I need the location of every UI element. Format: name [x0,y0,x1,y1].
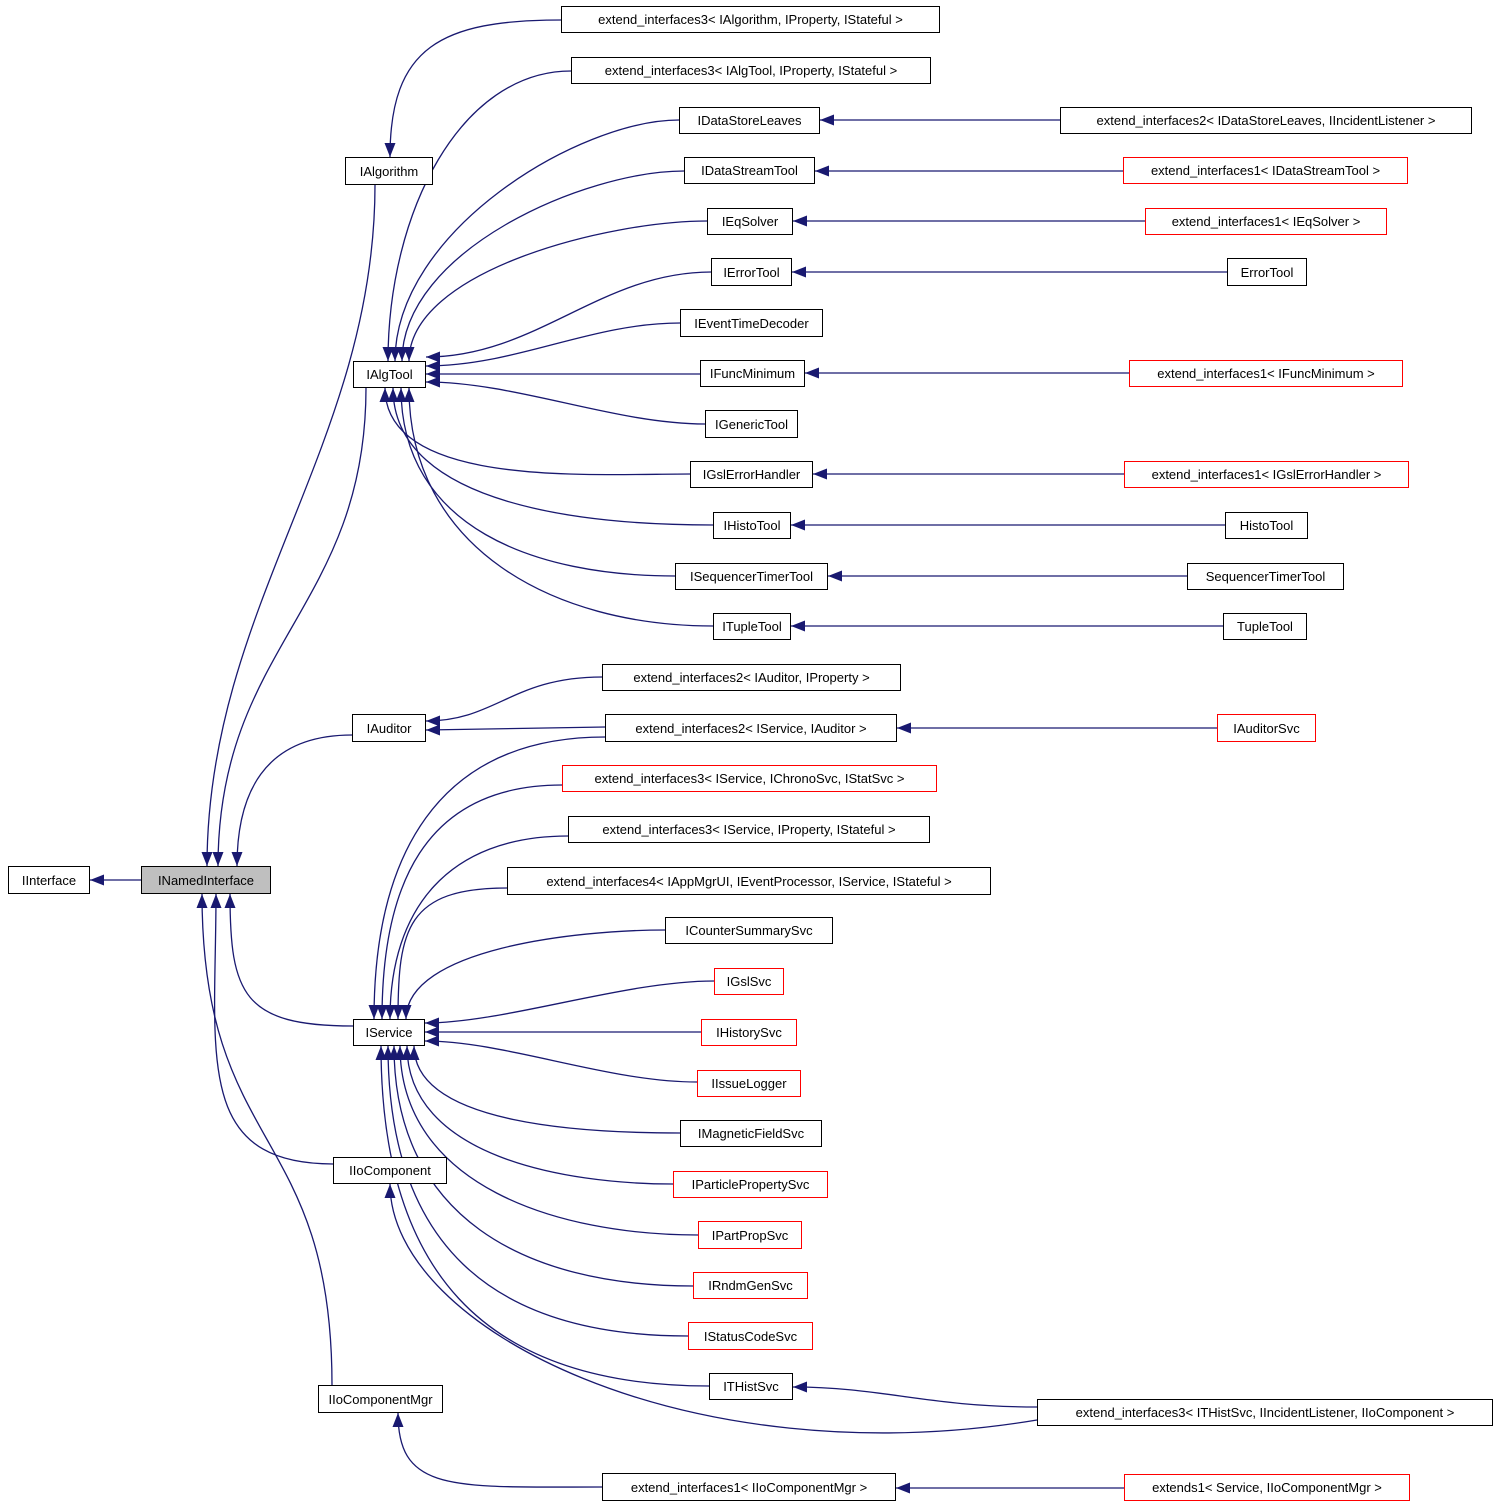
edge-IAlgTool-to-INamedInterface [212,387,367,867]
node-ext3_ITHistSvc[interactable]: extend_interfaces3< ITHistSvc, IIncident… [1037,1399,1493,1426]
node-INamedInterface: INamedInterface [141,866,271,894]
edge-ext3_IService_IProperty-to-IService [384,835,569,1020]
node-ErrorTool[interactable]: ErrorTool [1227,258,1307,286]
node-IFuncMinimum[interactable]: IFuncMinimum [700,360,805,387]
edge-IEqSolver-to-IAlgTool [403,220,708,362]
node-ICounterSummarySvc[interactable]: ICounterSummarySvc [665,917,833,944]
node-HistoTool[interactable]: HistoTool [1225,512,1308,539]
node-IErrorTool[interactable]: IErrorTool [711,258,792,286]
node-extends1_Service[interactable]: extends1< Service, IIoComponentMgr > [1124,1474,1410,1501]
edge-IIoComponentMgr-to-INamedInterface [196,893,333,1386]
node-IRndmGenSvc[interactable]: IRndmGenSvc [693,1272,808,1299]
node-ext1_IEqSolver[interactable]: extend_interfaces1< IEqSolver > [1145,208,1387,235]
node-IGslSvc[interactable]: IGslSvc [714,968,784,995]
edge-IStatusCodeSvc-to-IService [382,1045,689,1337]
node-IDataStreamTool[interactable]: IDataStreamTool [684,157,815,184]
edge-IAlgorithm-to-INamedInterface [201,184,376,867]
edge-ext4_IAppMgrUI-to-IService [392,887,508,1020]
edge-IGenericTool-to-IAlgTool [425,376,706,425]
node-ITupleTool[interactable]: ITupleTool [713,613,791,640]
edge-ext2_IService_IAuditor-to-IAuditor [425,724,606,736]
edge-ITupleTool-to-IAlgTool [403,387,714,627]
node-IEventTimeDecoder[interactable]: IEventTimeDecoder [680,309,823,337]
node-IEqSolver[interactable]: IEqSolver [707,208,793,235]
edge-IIoComponent-to-INamedInterface [210,893,334,1165]
node-IMagneticFieldSvc[interactable]: IMagneticFieldSvc [680,1120,822,1147]
node-ext1_IFuncMinimum[interactable]: extend_interfaces1< IFuncMinimum > [1129,360,1403,387]
node-ext3_IAlgorithm[interactable]: extend_interfaces3< IAlgorithm, IPropert… [561,6,940,33]
node-IPartPropSvc[interactable]: IPartPropSvc [698,1221,802,1249]
edge-ext1_IIoComponentMgr-to-IIoComponentMgr [392,1412,603,1488]
node-IIoComponent[interactable]: IIoComponent [333,1157,447,1184]
edge-IService-to-INamedInterface [224,893,354,1027]
node-IStatusCodeSvc[interactable]: IStatusCodeSvc [688,1322,813,1350]
node-IAlgTool[interactable]: IAlgTool [353,361,426,388]
edge-ext3_IService_IChronoSvc-to-IService [376,784,563,1020]
node-IGenericTool[interactable]: IGenericTool [705,410,798,438]
edge-IGslErrorHandler-to-IAlgTool [379,387,691,476]
node-ext1_IIoComponentMgr[interactable]: extend_interfaces1< IIoComponentMgr > [602,1473,896,1501]
node-ext1_IGslErrorHandler[interactable]: extend_interfaces1< IGslErrorHandler > [1124,461,1409,488]
node-IAuditor[interactable]: IAuditor [352,714,426,742]
edge-ISequencerTimerTool-to-IAlgTool [395,387,676,577]
edge-IGslSvc-to-IService [424,980,715,1029]
node-ext3_IAlgTool[interactable]: extend_interfaces3< IAlgTool, IProperty,… [571,57,931,84]
node-IParticlePropertySvc[interactable]: IParticlePropertySvc [673,1171,828,1198]
edge-IPartPropSvc-to-IService [394,1045,699,1236]
edge-IDataStoreLeaves-to-IAlgTool [389,119,680,362]
node-ext3_IService_IProperty[interactable]: extend_interfaces3< IService, IProperty,… [568,816,930,843]
node-ext1_IDataStreamTool[interactable]: extend_interfaces1< IDataStreamTool > [1123,157,1408,184]
edge-ext3_IAlgTool-to-IAlgTool [382,70,572,362]
edge-IMagneticFieldSvc-to-IService [408,1045,681,1134]
node-IAuditorSvc[interactable]: IAuditorSvc [1217,714,1316,742]
edge-ext2_IService_IAuditor-to-IService [368,736,606,1020]
edge-IAuditor-to-INamedInterface [231,734,353,867]
node-IGslErrorHandler[interactable]: IGslErrorHandler [690,461,813,488]
edge-IParticlePropertySvc-to-IService [401,1045,674,1185]
edge-IRndmGenSvc-to-IService [388,1045,694,1287]
node-ISequencerTimerTool[interactable]: ISequencerTimerTool [675,563,828,590]
node-SequencerTimerTool[interactable]: SequencerTimerTool [1187,563,1344,590]
edge-ext2_IAuditor_IProperty-to-IAuditor [425,676,603,727]
node-IInterface[interactable]: IInterface [8,866,90,894]
node-ext2_IDataStoreLeaves[interactable]: extend_interfaces2< IDataStoreLeaves, II… [1060,107,1472,134]
edge-IErrorTool-to-IAlgTool [425,271,712,363]
node-TupleTool[interactable]: TupleTool [1223,613,1307,640]
edge-ext3_IAlgorithm-to-IAlgorithm [384,19,562,158]
node-IIoComponentMgr[interactable]: IIoComponentMgr [318,1385,443,1413]
node-IIssueLogger[interactable]: IIssueLogger [697,1070,801,1097]
node-IAlgorithm[interactable]: IAlgorithm [345,157,433,185]
edge-ext3_ITHistSvc-to-IIoComponent [384,1183,1038,1434]
node-IService[interactable]: IService [353,1019,425,1046]
node-ext4_IAppMgrUI[interactable]: extend_interfaces4< IAppMgrUI, IEventPro… [507,867,991,895]
edge-ITHistSvc-to-IService [375,1045,710,1387]
node-IDataStoreLeaves[interactable]: IDataStoreLeaves [679,107,820,134]
node-ITHistSvc[interactable]: ITHistSvc [709,1373,793,1400]
node-IHistorySvc[interactable]: IHistorySvc [701,1019,797,1046]
edge-IEventTimeDecoder-to-IAlgTool [425,322,681,372]
edge-IIssueLogger-to-IService [424,1035,698,1083]
edge-ext3_ITHistSvc-to-ITHistSvc [792,1381,1038,1408]
edge-IHistoTool-to-IAlgTool [387,387,714,526]
node-ext3_IService_IChronoSvc[interactable]: extend_interfaces3< IService, IChronoSvc… [562,765,937,792]
edge-ICounterSummarySvc-to-IService [400,929,666,1020]
edge-IDataStreamTool-to-IAlgTool [396,170,685,362]
node-ext2_IService_IAuditor[interactable]: extend_interfaces2< IService, IAuditor > [605,714,897,742]
node-ext2_IAuditor_IProperty[interactable]: extend_interfaces2< IAuditor, IProperty … [602,664,901,691]
node-IHistoTool[interactable]: IHistoTool [713,512,791,539]
